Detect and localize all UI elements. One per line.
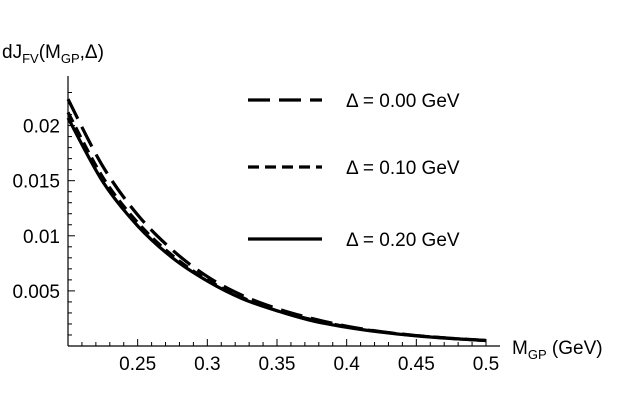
- legend-label-3: Δ = 0.20 GeV: [346, 230, 460, 251]
- series-line-3: [66, 117, 487, 343]
- legend-label-2: Δ = 0.10 GeV: [346, 158, 460, 179]
- y-axis-label: dJFV(MGP,Δ): [2, 42, 104, 66]
- x-ticks: 0.25 0.3 0.35 0.4 0.45 0.5: [67, 339, 499, 375]
- y-tick-label: 0.015: [12, 172, 60, 193]
- x-tick-label: 0.45: [398, 354, 435, 375]
- y-tick-label: 0.005: [12, 282, 60, 303]
- x-tick-label: 0.25: [119, 354, 156, 375]
- x-tick-label: 0.4: [333, 354, 360, 375]
- y-tick-label: 0.02: [23, 117, 60, 138]
- x-axis-label: MGP (GeV): [512, 338, 603, 362]
- curves: [66, 98, 487, 343]
- series-line-2: [66, 111, 487, 343]
- y-ticks: 0.005 0.01 0.015 0.02: [12, 92, 75, 336]
- x-tick-label: 0.5: [473, 354, 499, 375]
- x-tick-label: 0.3: [194, 354, 220, 375]
- x-tick-label: 0.35: [259, 354, 296, 375]
- legend-label-1: Δ = 0.00 GeV: [346, 91, 460, 112]
- legend: Δ = 0.00 GeV Δ = 0.10 GeV Δ = 0.20 GeV: [248, 91, 460, 251]
- y-tick-label: 0.01: [23, 227, 60, 248]
